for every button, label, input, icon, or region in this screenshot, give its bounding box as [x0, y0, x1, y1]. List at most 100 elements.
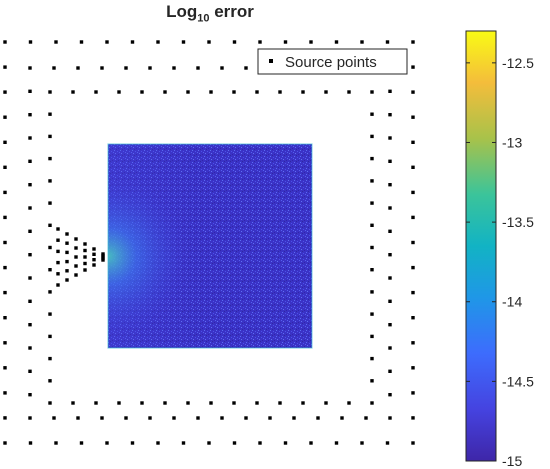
source-point: [370, 112, 374, 116]
source-point: [56, 227, 60, 231]
source-point: [370, 268, 374, 272]
source-point: [385, 40, 390, 44]
source-point: [370, 90, 374, 94]
source-point: [65, 259, 69, 264]
source-point: [56, 238, 60, 242]
source-point: [316, 416, 320, 420]
colorbar-tick-label: -14.5: [502, 373, 534, 389]
source-point: [101, 258, 105, 262]
source-point: [117, 401, 121, 405]
source-point: [54, 441, 58, 445]
source-point: [370, 134, 374, 139]
source-point: [28, 299, 32, 303]
source-point: [28, 441, 33, 445]
source-point: [360, 40, 364, 44]
source-point: [48, 268, 52, 272]
source-point: [83, 268, 87, 272]
source-point: [411, 265, 415, 270]
source-point: [156, 40, 160, 44]
legend-marker: [269, 59, 273, 63]
source-point: [292, 416, 296, 420]
source-point: [101, 254, 105, 258]
source-point: [411, 190, 415, 195]
source-point: [3, 316, 7, 320]
source-point: [48, 334, 52, 339]
source-point: [28, 229, 32, 233]
source-point: [411, 215, 415, 220]
source-point: [65, 232, 69, 236]
source-point: [100, 66, 104, 70]
source-point: [83, 242, 87, 246]
source-point: [48, 356, 52, 361]
source-point: [71, 401, 75, 405]
source-point: [209, 90, 213, 94]
source-point: [411, 240, 415, 245]
source-point: [388, 323, 392, 327]
source-point: [388, 183, 392, 187]
source-point: [232, 441, 237, 445]
source-point: [220, 66, 224, 70]
source-point: [3, 40, 7, 44]
source-point: [258, 441, 262, 445]
source-point: [28, 206, 32, 210]
colorbar-tick-label: -12.5: [502, 55, 534, 71]
source-point: [268, 416, 272, 420]
source-point: [244, 66, 248, 70]
source-point: [48, 401, 52, 405]
source-point: [117, 90, 121, 94]
source-point: [388, 393, 392, 397]
source-point: [94, 90, 98, 94]
source-point: [92, 247, 96, 251]
source-points: [3, 40, 415, 445]
source-point: [388, 206, 392, 210]
source-point: [28, 276, 32, 280]
source-point: [411, 391, 415, 395]
source-point: [181, 40, 186, 44]
source-point: [340, 416, 344, 420]
source-point: [140, 401, 144, 405]
source-point: [207, 441, 211, 445]
source-point: [370, 201, 374, 205]
source-point: [388, 276, 392, 280]
source-point: [411, 316, 415, 320]
source-point: [28, 40, 33, 44]
source-point: [56, 260, 60, 265]
source-point: [101, 256, 105, 260]
source-point: [370, 312, 374, 316]
source-point: [244, 416, 248, 420]
source-point: [3, 215, 7, 220]
source-point: [3, 115, 7, 119]
source-point: [388, 229, 392, 233]
source-point: [83, 248, 87, 253]
source-point: [278, 90, 282, 94]
source-point: [370, 179, 374, 183]
source-point: [3, 140, 7, 144]
source-point: [196, 66, 200, 70]
source-point: [388, 346, 392, 350]
source-point: [76, 66, 80, 70]
source-point: [28, 253, 32, 257]
source-point: [54, 40, 58, 44]
source-point: [385, 441, 390, 445]
source-point: [411, 416, 415, 420]
source-point: [172, 416, 176, 420]
source-point: [3, 165, 7, 169]
source-point: [48, 112, 52, 116]
source-point: [3, 290, 7, 295]
source-point: [324, 90, 328, 94]
source-point: [388, 159, 392, 163]
source-point: [370, 379, 374, 383]
source-point: [140, 90, 144, 94]
source-point: [28, 66, 32, 70]
source-point: [370, 401, 374, 405]
source-point: [370, 156, 374, 161]
source-point: [347, 90, 351, 94]
source-point: [48, 290, 52, 294]
source-point: [186, 401, 190, 405]
colorbar-gradient: [465, 30, 497, 462]
source-point: [388, 416, 392, 420]
source-point: [209, 401, 213, 405]
source-point: [255, 90, 259, 94]
source-point: [3, 240, 7, 245]
